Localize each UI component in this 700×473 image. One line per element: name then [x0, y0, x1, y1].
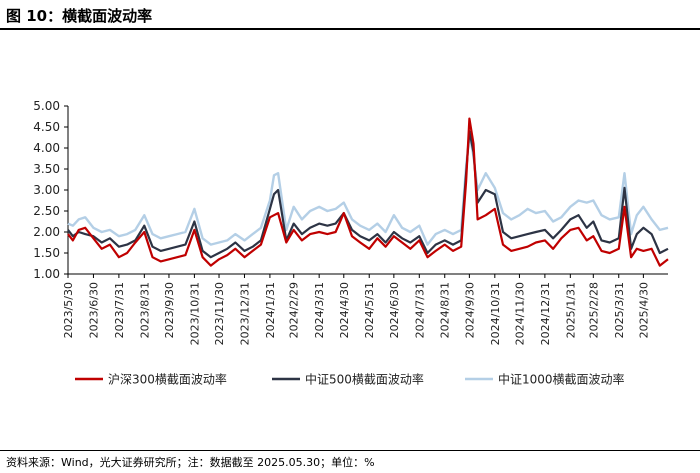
x-tick-label: 2025/2/28: [587, 282, 600, 338]
x-tick-label: 2024/8/31: [439, 282, 452, 338]
x-axis: 2023/5/30 2023/6/30 2023/7/31 2023/8/31 2023…: [62, 273, 668, 345]
y-tick-label: 2.00: [33, 225, 60, 239]
legend-label-csi500: 中证500横截面波动率: [305, 372, 424, 387]
y-tick-label: 1.50: [33, 246, 60, 260]
x-tick-label: 2023/6/30: [87, 282, 100, 338]
x-tick-label: 2025/1/31: [564, 282, 577, 338]
footer-rule: [0, 450, 700, 451]
legend-label-csi300: 沪深300横截面波动率: [108, 372, 227, 387]
x-tick-label: 2024/3/31: [313, 282, 326, 338]
x-tick-label: 2024/2/29: [288, 282, 301, 338]
x-tick-label: 2023/12/31: [238, 282, 251, 345]
line-chart: 1.00 1.50 2.00 2.50 3.00 3.50 4.00 4.50 5.00 202…: [33, 99, 669, 387]
x-tick-label: 2024/10/31: [489, 282, 502, 345]
x-tick-label: 2024/4/30: [338, 282, 351, 338]
series-csi300-line: [67, 117, 669, 267]
x-tick-label: 2024/1/31: [264, 282, 277, 338]
y-tick-label: 5.00: [33, 99, 60, 113]
x-tick-label: 2024/9/30: [463, 282, 476, 338]
title-rule: [0, 28, 700, 30]
x-tick-label: 2023/10/31: [188, 282, 201, 345]
x-tick-label: 2024/7/31: [413, 282, 426, 338]
y-tick-label: 2.50: [33, 204, 60, 218]
series-csi500-line: [67, 130, 669, 259]
y-axis: 1.00 1.50 2.00 2.50 3.00 3.50 4.00 4.50 5.00: [33, 99, 69, 281]
x-tick-label: 2024/11/30: [513, 282, 526, 345]
legend: 沪深300横截面波动率 中证500横截面波动率 中证1000横截面波动率: [75, 372, 625, 387]
y-tick-label: 4.00: [33, 141, 60, 155]
y-tick-label: 3.00: [33, 183, 60, 197]
x-tick-label: 2024/6/30: [388, 282, 401, 338]
x-tick-label: 2024/12/31: [539, 282, 552, 345]
x-tick-label: 2024/5/31: [363, 282, 376, 338]
y-tick-label: 3.50: [33, 162, 60, 176]
source-note: 资料来源：Wind，光大证券研究所；注：数据截至 2025.05.30；单位：%: [6, 456, 375, 469]
x-tick-label: 2023/8/31: [138, 282, 151, 338]
y-tick-label: 4.50: [33, 120, 60, 134]
x-tick-label: 2025/3/31: [613, 282, 626, 338]
x-tick-label: 2023/9/30: [163, 282, 176, 338]
series-csi1000-line: [67, 132, 669, 246]
legend-label-csi1000: 中证1000横截面波动率: [498, 372, 625, 387]
x-tick-label: 2023/5/30: [62, 282, 75, 338]
x-tick-label: 2023/7/31: [113, 282, 126, 338]
x-tick-label: 2023/11/30: [213, 282, 226, 345]
figure-title: 图 10：横截面波动率: [6, 7, 153, 25]
y-tick-label: 1.00: [33, 267, 60, 281]
series-group: [67, 117, 669, 267]
x-tick-label: 2025/4/30: [637, 282, 650, 338]
